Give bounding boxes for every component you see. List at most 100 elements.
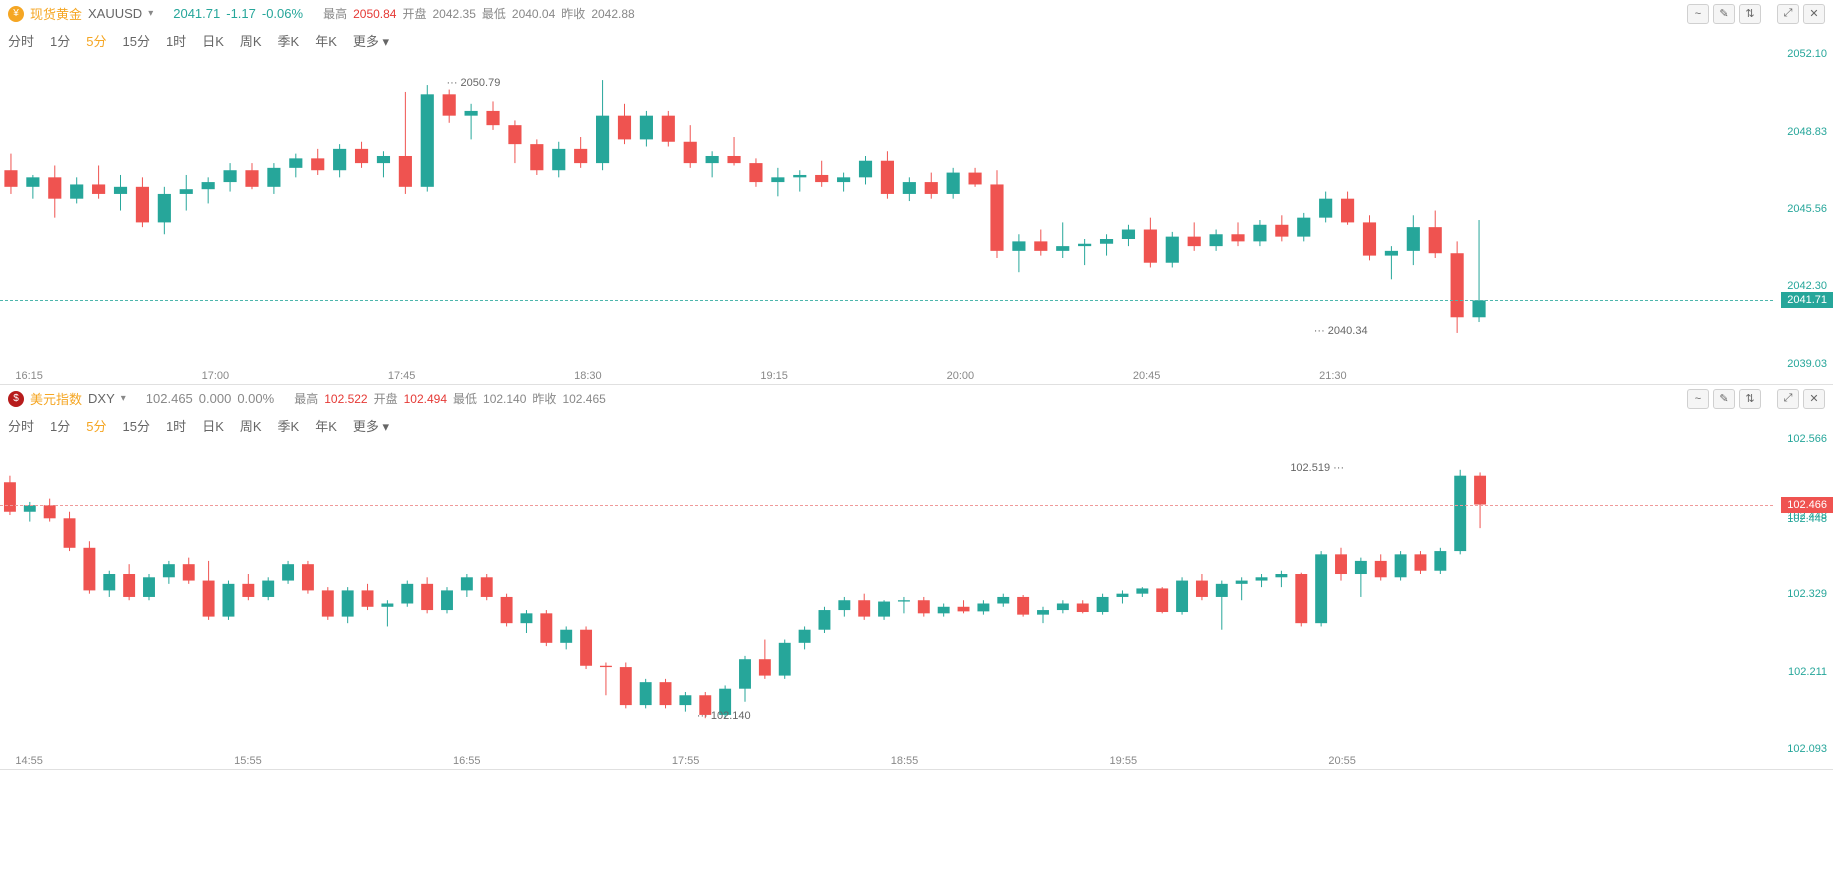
ohlc-label: 开盘 [374, 390, 398, 407]
x-tick: 16:15 [15, 370, 43, 382]
x-tick: 14:55 [15, 755, 43, 767]
y-axis: 102.566102.448102.329102.211102.093102.4… [1773, 439, 1833, 769]
y-tick: 2039.03 [1787, 358, 1827, 370]
toolbar-button-5[interactable]: ✕ [1803, 389, 1825, 409]
timeframe-1分[interactable]: 1分 [50, 416, 70, 435]
y-axis: 2052.102048.832045.562042.302039.032041.… [1773, 54, 1833, 384]
timeframe-分时[interactable]: 分时 [8, 31, 34, 50]
x-tick: 17:45 [388, 370, 416, 382]
chart-panel-1: ¥ 现货黄金 XAUUSD ▾ 2041.71 -1.17 -0.06% 最高 … [0, 0, 1833, 385]
timeframe-1时[interactable]: 1时 [166, 31, 186, 50]
last-price: 2041.71 [173, 6, 220, 21]
timeframe-年K[interactable]: 年K [315, 416, 337, 435]
x-tick: 20:45 [1133, 370, 1161, 382]
price-annotation: ··· 102.140 [697, 710, 751, 722]
price-annotation: 102.519 ··· [1290, 462, 1344, 474]
x-axis: 16:1517:0017:4518:3019:1520:0020:4521:30 [0, 364, 1773, 384]
ohlc-value: 2042.35 [433, 7, 476, 21]
y-tick: 102.093 [1787, 743, 1827, 755]
toolbar-button-0[interactable]: ~ [1687, 389, 1709, 409]
candlestick-chart[interactable] [0, 54, 1490, 364]
ohlc-value: 102.140 [483, 392, 526, 406]
x-tick: 21:30 [1319, 370, 1347, 382]
timeframe-周K[interactable]: 周K [240, 416, 262, 435]
ohlc-label: 最低 [453, 390, 477, 407]
price-annotation: ··· 2050.79 [447, 77, 501, 89]
toolbar-button-0[interactable]: ~ [1687, 4, 1709, 24]
y-tick: 102.329 [1787, 588, 1827, 600]
toolbar-button-4[interactable]: ⤢ [1777, 389, 1799, 409]
ohlc-value: 102.494 [404, 392, 447, 406]
toolbar-button-1[interactable]: ✎ [1713, 4, 1735, 24]
x-tick: 15:55 [234, 755, 262, 767]
ohlc-label: 最低 [482, 5, 506, 22]
ohlc-value: 2040.04 [512, 7, 555, 21]
timeframe-15分[interactable]: 15分 [122, 416, 149, 435]
price-annotation: ··· 2040.34 [1314, 325, 1368, 337]
price-change-pct: 0.00% [237, 391, 274, 406]
symbol-icon: $ [8, 391, 24, 407]
toolbar-button-5[interactable]: ✕ [1803, 4, 1825, 24]
last-price: 102.465 [146, 391, 193, 406]
price-change-pct: -0.06% [262, 6, 303, 21]
ohlc-value: 102.522 [324, 392, 367, 406]
price-change: -1.17 [226, 6, 256, 21]
chart-area-1: ··· 2050.79··· 2040.342052.102048.832045… [0, 54, 1833, 384]
y-tick: 2048.83 [1787, 126, 1827, 138]
current-price-tag: 102.466 [1781, 497, 1833, 513]
timeframe-5分[interactable]: 5分 [86, 31, 106, 50]
ohlc-label: 昨收 [561, 5, 585, 22]
timeframe-15分[interactable]: 15分 [122, 31, 149, 50]
toolbar: ~✎⇅ ⤢✕ [1687, 4, 1825, 24]
y-tick: 102.566 [1787, 433, 1827, 445]
symbol-icon: ¥ [8, 6, 24, 22]
timeframe-日K[interactable]: 日K [202, 416, 224, 435]
symbol-dropdown[interactable]: ▾ [148, 8, 153, 19]
y-tick: 2045.56 [1787, 203, 1827, 215]
ohlc-value: 2042.88 [591, 7, 634, 21]
toolbar-button-4[interactable]: ⤢ [1777, 4, 1799, 24]
timeframe-1分[interactable]: 1分 [50, 31, 70, 50]
symbol-name[interactable]: 现货黄金 [30, 4, 82, 23]
symbol-code: DXY [88, 391, 115, 406]
ohlc-label: 最高 [323, 5, 347, 22]
timeframe-更多[interactable]: 更多 ▾ [353, 416, 389, 435]
toolbar-button-2[interactable]: ⇅ [1739, 389, 1761, 409]
x-tick: 20:55 [1328, 755, 1356, 767]
ohlc-label: 最高 [294, 390, 318, 407]
ohlc-label: 开盘 [402, 5, 426, 22]
timeframe-bar: 分时 1分 5分 15分 1时日K 周K 季K 年K 更多 ▾ [0, 412, 1833, 439]
x-tick: 19:55 [1110, 755, 1138, 767]
x-tick: 16:55 [453, 755, 481, 767]
current-price-tag: 2041.71 [1781, 292, 1833, 308]
secondary-price-tag: 102.448 [1787, 513, 1827, 525]
toolbar-button-1[interactable]: ✎ [1713, 389, 1735, 409]
timeframe-周K[interactable]: 周K [240, 31, 262, 50]
chart-panel-2: $ 美元指数 DXY ▾ 102.465 0.000 0.00% 最高 102.… [0, 385, 1833, 770]
y-tick: 2042.30 [1787, 280, 1827, 292]
x-tick: 19:15 [760, 370, 788, 382]
timeframe-年K[interactable]: 年K [315, 31, 337, 50]
symbol-dropdown[interactable]: ▾ [121, 393, 126, 404]
symbol-name[interactable]: 美元指数 [30, 389, 82, 408]
x-tick: 18:55 [891, 755, 919, 767]
timeframe-更多[interactable]: 更多 ▾ [353, 31, 389, 50]
timeframe-季K[interactable]: 季K [278, 31, 300, 50]
ohlc-label: 昨收 [532, 390, 556, 407]
ohlc-value: 2050.84 [353, 7, 396, 21]
symbol-code: XAUUSD [88, 6, 142, 21]
x-tick: 17:00 [202, 370, 230, 382]
timeframe-bar: 分时 1分 5分 15分 1时日K 周K 季K 年K 更多 ▾ [0, 27, 1833, 54]
timeframe-1时[interactable]: 1时 [166, 416, 186, 435]
ohlc-value: 102.465 [562, 392, 605, 406]
timeframe-日K[interactable]: 日K [202, 31, 224, 50]
timeframe-分时[interactable]: 分时 [8, 416, 34, 435]
timeframe-5分[interactable]: 5分 [86, 416, 106, 435]
toolbar-button-2[interactable]: ⇅ [1739, 4, 1761, 24]
x-tick: 20:00 [947, 370, 975, 382]
candlestick-chart[interactable] [0, 439, 1490, 749]
toolbar: ~✎⇅ ⤢✕ [1687, 389, 1825, 409]
price-change: 0.000 [199, 391, 232, 406]
timeframe-季K[interactable]: 季K [278, 416, 300, 435]
chart-header: $ 美元指数 DXY ▾ 102.465 0.000 0.00% 最高 102.… [0, 385, 1833, 412]
